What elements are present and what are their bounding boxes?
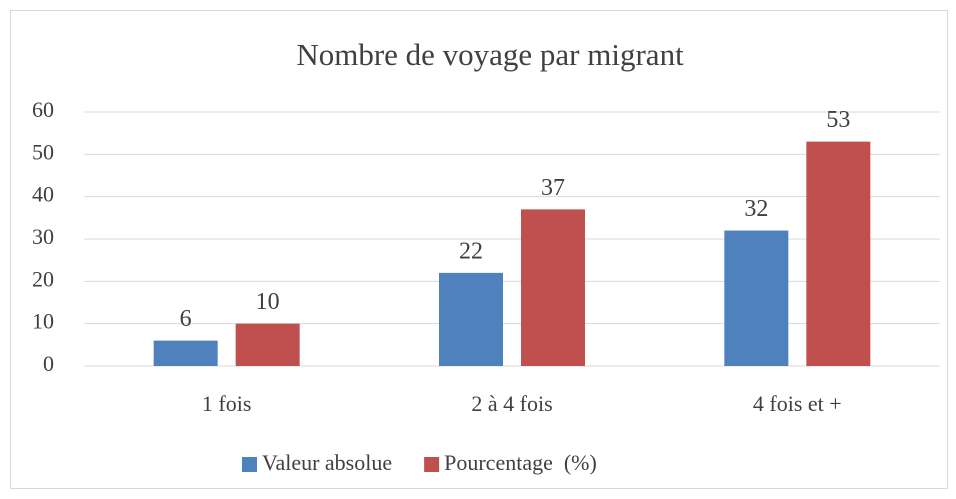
chart-border [10,10,948,489]
x-tick-label: 4 fois et + [753,391,842,416]
bar [724,230,789,366]
bar [153,340,218,366]
y-tick-label: 20 [32,266,54,291]
chart-title: Nombre de voyage par migrant [296,37,684,72]
y-tick-label: 30 [32,224,54,249]
y-tick-label: 10 [32,309,54,334]
y-tick-label: 50 [32,139,54,164]
legend-swatch [242,457,257,472]
data-label: 10 [256,289,280,315]
legend-swatch [424,457,440,472]
data-label: 53 [826,107,850,133]
bar [439,272,503,366]
bar [806,141,871,366]
data-label: 32 [744,196,768,222]
data-label: 6 [180,306,192,332]
x-tick-label: 2 à 4 fois [471,391,552,416]
legend-label: Pourcentage (%) [444,450,597,475]
legend-label: Valeur absolue [262,450,392,475]
x-tick-label: 1 fois [202,391,252,416]
y-tick-label: 0 [43,351,54,376]
bar [235,323,300,366]
bar [521,209,585,366]
y-tick-label: 60 [32,97,54,122]
y-tick-label: 40 [32,182,54,207]
data-label: 37 [541,175,565,201]
data-label: 22 [459,238,483,264]
